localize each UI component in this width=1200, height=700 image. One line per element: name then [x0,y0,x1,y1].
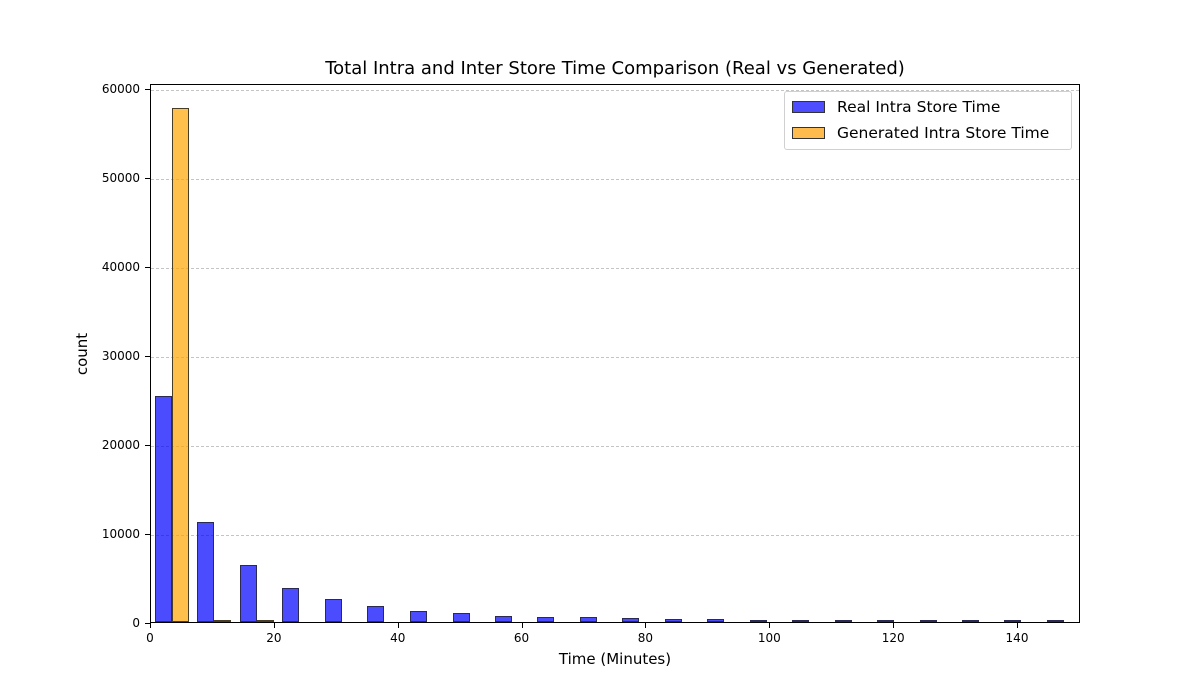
bar-generated [171,108,189,622]
bar-generated [257,620,275,622]
y-tick [145,267,150,268]
bar-real [707,619,725,622]
y-tick-label: 50000 [101,171,140,185]
legend-label-real: Real Intra Store Time [837,98,1001,116]
bar-real [537,617,555,622]
x-tick [521,623,523,628]
bar-real [791,620,809,622]
x-tick [397,623,399,628]
x-tick [273,623,275,628]
bar-real [367,606,385,622]
bar-real [494,616,512,622]
gridline [151,268,1079,269]
bar-real [197,522,215,622]
bar-real [962,620,980,622]
bar-real [282,588,300,622]
x-tick [1017,623,1018,628]
bar-real [409,611,427,622]
y-tick [145,89,150,90]
x-tick-label: 20 [266,631,282,645]
y-tick-label: 10000 [101,527,140,541]
bar-real [665,619,682,622]
y-tick [145,356,150,357]
legend-swatch-real [792,101,825,113]
x-tick-label: 40 [390,631,406,645]
x-tick-label: 120 [881,631,905,645]
y-tick [145,623,150,624]
x-tick-label: 140 [1005,631,1029,645]
x-tick [893,623,895,628]
legend-item-generated: Generated Intra Store Time [792,123,1049,143]
y-tick [145,178,150,179]
x-tick-label: 80 [637,631,654,645]
gridline [151,179,1079,180]
x-tick-label: 0 [146,631,154,645]
bar-real [240,565,258,622]
bar-real [1047,620,1065,622]
chart-title: Total Intra and Inter Store Time Compari… [325,58,905,79]
y-tick-label: 30000 [101,349,140,363]
y-axis-label: count [73,332,91,376]
bar-real [834,620,852,622]
bar-real [877,620,895,622]
x-tick [645,623,647,628]
gridline [151,90,1079,91]
bar-real [919,620,937,622]
bar-real [154,395,172,622]
y-tick-label: 20000 [101,438,140,452]
x-tick [150,623,151,628]
gridline [151,535,1079,536]
x-tick [769,623,771,628]
bar-real [452,613,470,622]
y-tick-label: 60000 [101,82,140,96]
y-tick-label: 40000 [101,260,140,274]
y-tick [145,534,150,535]
bar-generated [214,620,232,622]
legend-label-generated: Generated Intra Store Time [837,124,1050,142]
bar-real [579,617,597,622]
bar-real [325,599,342,622]
legend-swatch-generated [792,127,825,139]
x-axis-label: Time (Minutes) [558,650,672,668]
x-tick-label: 60 [513,631,530,645]
bar-real [1004,620,1022,622]
legend-item-real: Real Intra Store Time [792,97,1000,117]
y-tick [145,445,150,446]
y-tick-label: 0 [132,616,140,630]
x-tick-label: 100 [757,631,781,645]
gridline [151,446,1079,447]
legend: Real Intra Store Time Generated Intra St… [784,91,1072,150]
bar-real [749,620,767,622]
bar-real [622,618,640,622]
plot-area [150,84,1080,623]
gridline [151,357,1079,358]
